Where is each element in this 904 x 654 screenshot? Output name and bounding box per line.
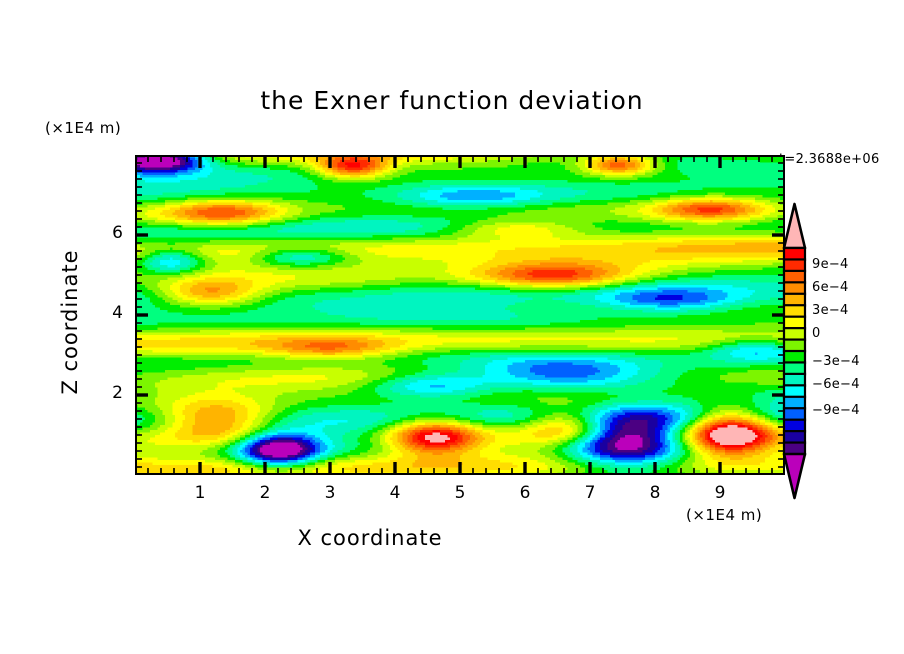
contour-plot-area: [135, 155, 785, 475]
x-axis-title: X coordinate: [297, 526, 443, 550]
chart-title: the Exner function deviation: [260, 86, 644, 115]
x-axis-unit-label: (×1E4 m): [686, 506, 763, 524]
contour-field: [135, 155, 785, 475]
time-annotation: t=2.3688e+06: [779, 152, 880, 167]
x-tick-label: 8: [649, 483, 661, 503]
y-axis-title: Z coordinate: [58, 249, 82, 395]
colorbar-tick-label: 6e−4: [812, 280, 849, 296]
y-tick-label: 4: [112, 303, 123, 323]
x-tick-label: 5: [454, 483, 466, 503]
x-tick-label: 1: [194, 483, 206, 503]
colorbar-tick-label: −6e−4: [812, 377, 860, 393]
x-tick-label: 9: [714, 483, 726, 503]
y-tick-label: 6: [112, 223, 123, 243]
x-tick-label: 6: [519, 483, 531, 503]
colorbar-tick-label: −9e−4: [812, 402, 860, 418]
colorbar: [782, 202, 807, 500]
colorbar-tick-label: 0: [812, 325, 821, 341]
x-tick-label: 7: [584, 483, 596, 503]
x-tick-label: 2: [259, 483, 271, 503]
colorbar-tick-label: 3e−4: [812, 302, 849, 318]
colorbar-tick-label: 9e−4: [812, 257, 849, 273]
colorbar-tick-label: −3e−4: [812, 354, 860, 370]
y-axis-unit-label: (×1E4 m): [45, 119, 122, 137]
x-tick-label: 4: [389, 483, 401, 503]
y-tick-label: 2: [112, 383, 123, 403]
x-tick-label: 3: [324, 483, 336, 503]
